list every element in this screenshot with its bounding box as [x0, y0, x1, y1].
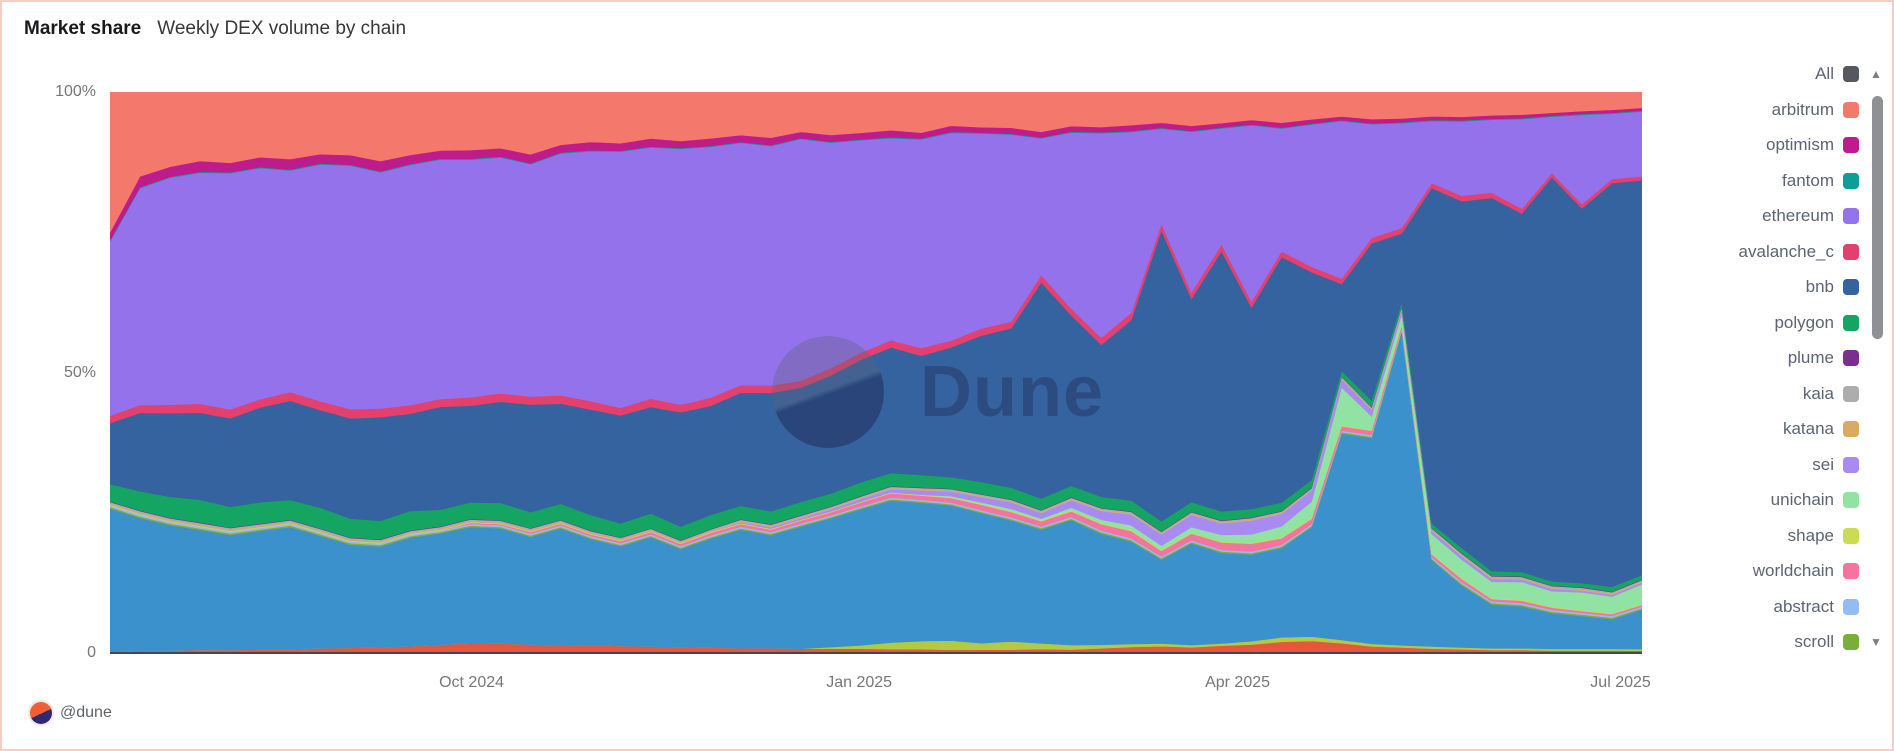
legend-item-bnb[interactable]: bnb [1806, 275, 1885, 299]
legend-item-fantom[interactable]: fantom [1782, 169, 1885, 193]
legend-item-label: polygon [1774, 312, 1834, 332]
legend-item-label: katana [1782, 419, 1834, 438]
legend-swatch[interactable] [1843, 563, 1859, 579]
y-tick-label: 50% [63, 363, 96, 381]
legend-item-shape[interactable]: shape [1788, 524, 1885, 548]
legend-item-label: fantom [1782, 170, 1834, 190]
legend: All ▲ arbitrum optimism fantom ethereum avalan… [1592, 2, 1892, 702]
legend-item-label: arbitrum [1771, 99, 1834, 119]
legend-item-scroll[interactable]: scroll ▼ [1794, 630, 1885, 654]
legend-item-sei[interactable]: sei [1812, 453, 1885, 477]
footer: @dune [30, 702, 112, 724]
legend-swatch[interactable] [1843, 350, 1859, 366]
legend-item-abstract[interactable]: abstract [1774, 595, 1885, 619]
y-tick-label: 100% [55, 83, 96, 100]
legend-swatch[interactable] [1843, 243, 1859, 260]
legend-item-optimism[interactable]: optimism [1766, 133, 1885, 157]
legend-swatch[interactable] [1843, 634, 1859, 650]
legend-item-label: sei [1812, 454, 1834, 474]
plot-area[interactable] [110, 92, 1642, 653]
area-series-arbitrum[interactable] [110, 92, 1642, 233]
legend-item-plume[interactable]: plume [1788, 346, 1885, 370]
legend-item-label: scroll [1794, 632, 1834, 651]
legend-item-label: unichain [1770, 490, 1834, 509]
legend-item-label: avalanche_c [1738, 241, 1834, 261]
legend-swatch[interactable] [1843, 208, 1859, 224]
legend-item-label: bnb [1805, 277, 1834, 296]
legend-swatch[interactable] [1843, 385, 1859, 402]
legend-item-label: shape [1787, 525, 1834, 545]
legend-item-polygon[interactable]: polygon [1774, 311, 1885, 335]
legend-scroll-down-icon[interactable]: ▼ [1870, 635, 1882, 649]
legend-swatch[interactable] [1843, 66, 1859, 82]
legend-item-label: plume [1787, 348, 1834, 367]
y-tick-label: 0 [87, 644, 96, 661]
legend-item-label: abstract [1773, 596, 1834, 616]
legend-swatch[interactable] [1843, 456, 1859, 473]
legend-swatch[interactable] [1843, 172, 1859, 189]
legend-swatch[interactable] [1843, 492, 1859, 508]
legend-scrollbar-thumb[interactable] [1872, 96, 1883, 339]
x-tick-label: Jul 2025 [1590, 674, 1651, 691]
stacked-area-chart[interactable] [110, 92, 1642, 653]
legend-gutter: ▲ [1867, 68, 1885, 80]
legend-item-arbitrum[interactable]: arbitrum [1772, 98, 1885, 122]
chart-header: Market share Weekly DEX volume by chain [24, 18, 406, 40]
dune-handle[interactable]: @dune [60, 704, 112, 721]
legend-gutter: ▼ [1867, 636, 1885, 648]
x-tick-label: Apr 2025 [1205, 674, 1271, 691]
legend-item-unichain[interactable]: unichain [1771, 488, 1885, 512]
chart-title: Market share [24, 18, 142, 39]
legend-item-label: kaia [1802, 383, 1834, 403]
legend-swatch[interactable] [1843, 527, 1859, 544]
legend-swatch[interactable] [1843, 279, 1859, 295]
dune-logo-icon [30, 702, 52, 724]
legend-item-all[interactable]: All ▲ [1815, 62, 1885, 86]
legend-swatch[interactable] [1843, 137, 1859, 153]
x-tick-label: Jan 2025 [826, 674, 893, 691]
legend-scroll-up-icon[interactable]: ▲ [1870, 67, 1882, 81]
legend-swatch[interactable] [1843, 101, 1859, 118]
legend-item-kaia[interactable]: kaia [1803, 382, 1885, 406]
legend-swatch[interactable] [1843, 598, 1859, 615]
legend-swatch[interactable] [1843, 421, 1859, 437]
legend-item-ethereum[interactable]: ethereum [1762, 204, 1885, 228]
legend-swatch[interactable] [1843, 314, 1859, 331]
legend-item-avalanche_c[interactable]: avalanche_c [1739, 240, 1885, 264]
x-axis-line [110, 652, 1642, 654]
legend-item-label: All [1815, 64, 1834, 83]
chart-subtitle: Weekly DEX volume by chain [157, 18, 407, 39]
x-tick-label: Oct 2024 [439, 674, 505, 691]
legend-item-katana[interactable]: katana [1783, 417, 1885, 441]
legend-item-label: ethereum [1762, 206, 1834, 225]
legend-item-worldchain[interactable]: worldchain [1753, 559, 1885, 583]
legend-item-label: worldchain [1752, 561, 1834, 580]
legend-item-label: optimism [1765, 135, 1834, 154]
